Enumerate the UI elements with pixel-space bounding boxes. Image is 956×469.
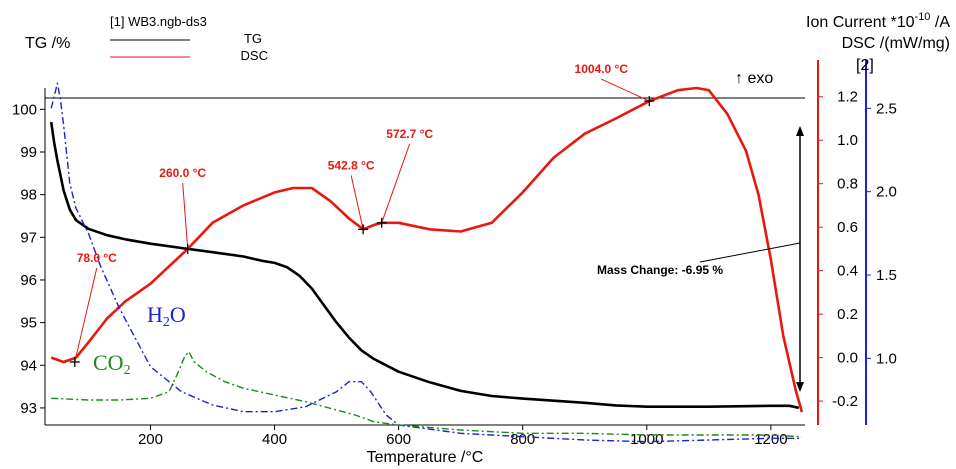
mass-change-arrowhead-up <box>796 126 804 136</box>
tg-tick-label: 97 <box>20 229 37 246</box>
dsc-tick-label: 0.8 <box>837 176 858 193</box>
mass-change-arrowhead-down <box>796 382 804 392</box>
dsc-tick-label: -0.2 <box>832 393 858 410</box>
annotation-group: 78.0 °C 260.0 °C 542.8 °C 572.7 °C 1004.0 °C <box>69 62 655 367</box>
series-line-h2o <box>50 82 802 443</box>
series-line-co2 <box>51 351 802 438</box>
tg-axis-label: TG /% <box>25 35 70 52</box>
dsc-tick-label: 0.4 <box>837 263 858 280</box>
h2o-label: H2O <box>147 302 186 330</box>
ion-axis-index-label: [2] <box>856 57 874 74</box>
dsc-tick-label: 1.0 <box>837 132 858 149</box>
ion-axis-label: Ion Current *10-10 /A <box>806 11 950 31</box>
x-tick-label: 1000 <box>630 431 663 448</box>
series-group <box>49 82 804 443</box>
series-line-tg <box>49 121 800 410</box>
dsc-tick-label: 0.2 <box>837 306 858 323</box>
legend-tg-label: TG <box>244 31 262 46</box>
tg-tick-label: 100 <box>12 101 37 118</box>
dsc-tick-label: 1.2 <box>837 89 858 106</box>
tg-tick-label: 98 <box>20 187 37 204</box>
x-axis-label: Temperature /°C <box>367 449 484 466</box>
dsc-axis-label: DSC /(mW/mg) <box>842 35 950 52</box>
annotation-label: 572.7 °C <box>386 127 433 141</box>
ion-tick-label: 2.5 <box>876 100 897 117</box>
annotation-leader <box>350 175 364 230</box>
mass-change-marker: Mass Change: -6.95 % <box>597 126 804 392</box>
series-line-dsc <box>50 86 804 413</box>
x-tick-label: 400 <box>262 431 287 448</box>
ion-ticks: 1.0 1.5 2.0 2.5 <box>866 100 897 367</box>
co2-label: CO2 <box>93 350 131 378</box>
annotation-label: 542.8 °C <box>328 158 375 172</box>
annotation-leader <box>601 78 650 102</box>
dsc-tick-label: 0.6 <box>837 219 858 236</box>
axes <box>44 60 867 426</box>
annotation-label: 78.0 °C <box>77 251 117 265</box>
ion-tick-label: 1.0 <box>876 350 897 367</box>
tg-ticks: 93 94 95 96 97 98 99 100 <box>12 101 45 417</box>
tg-tick-label: 93 <box>20 400 37 417</box>
legend-dsc-label: DSC <box>241 48 268 63</box>
dsc-ticks: -0.2 0.0 0.2 0.4 0.6 0.8 1.0 1.2 <box>818 89 858 410</box>
exo-label: ↑ exo <box>735 70 773 87</box>
x-tick-label: 1200 <box>754 431 787 448</box>
annotation-leader <box>74 267 98 363</box>
annotation-leader <box>381 143 411 223</box>
annotation-label: 1004.0 °C <box>575 62 629 76</box>
x-tick-label: 600 <box>386 431 411 448</box>
x-tick-label: 200 <box>138 431 163 448</box>
tg-tick-label: 94 <box>20 357 37 374</box>
mass-change-label: Mass Change: -6.95 % <box>597 263 723 277</box>
x-ticks: 200 400 600 800 1000 1200 <box>138 425 788 448</box>
tg-tick-label: 95 <box>20 315 37 332</box>
annotation-label: 260.0 °C <box>159 166 206 180</box>
dsc-tick-label: 0.0 <box>837 350 858 367</box>
ion-tick-label: 1.5 <box>876 267 897 284</box>
annotation-leader <box>182 182 189 249</box>
tg-tick-label: 96 <box>20 272 37 289</box>
legend: [1] WB3.ngb-ds3 TG DSC <box>110 14 268 63</box>
legend-file-label: [1] WB3.ngb-ds3 <box>110 14 207 29</box>
x-tick-label: 800 <box>510 431 535 448</box>
tg-tick-label: 99 <box>20 144 37 161</box>
mass-change-leader <box>699 242 801 263</box>
ion-tick-label: 2.0 <box>876 184 897 201</box>
